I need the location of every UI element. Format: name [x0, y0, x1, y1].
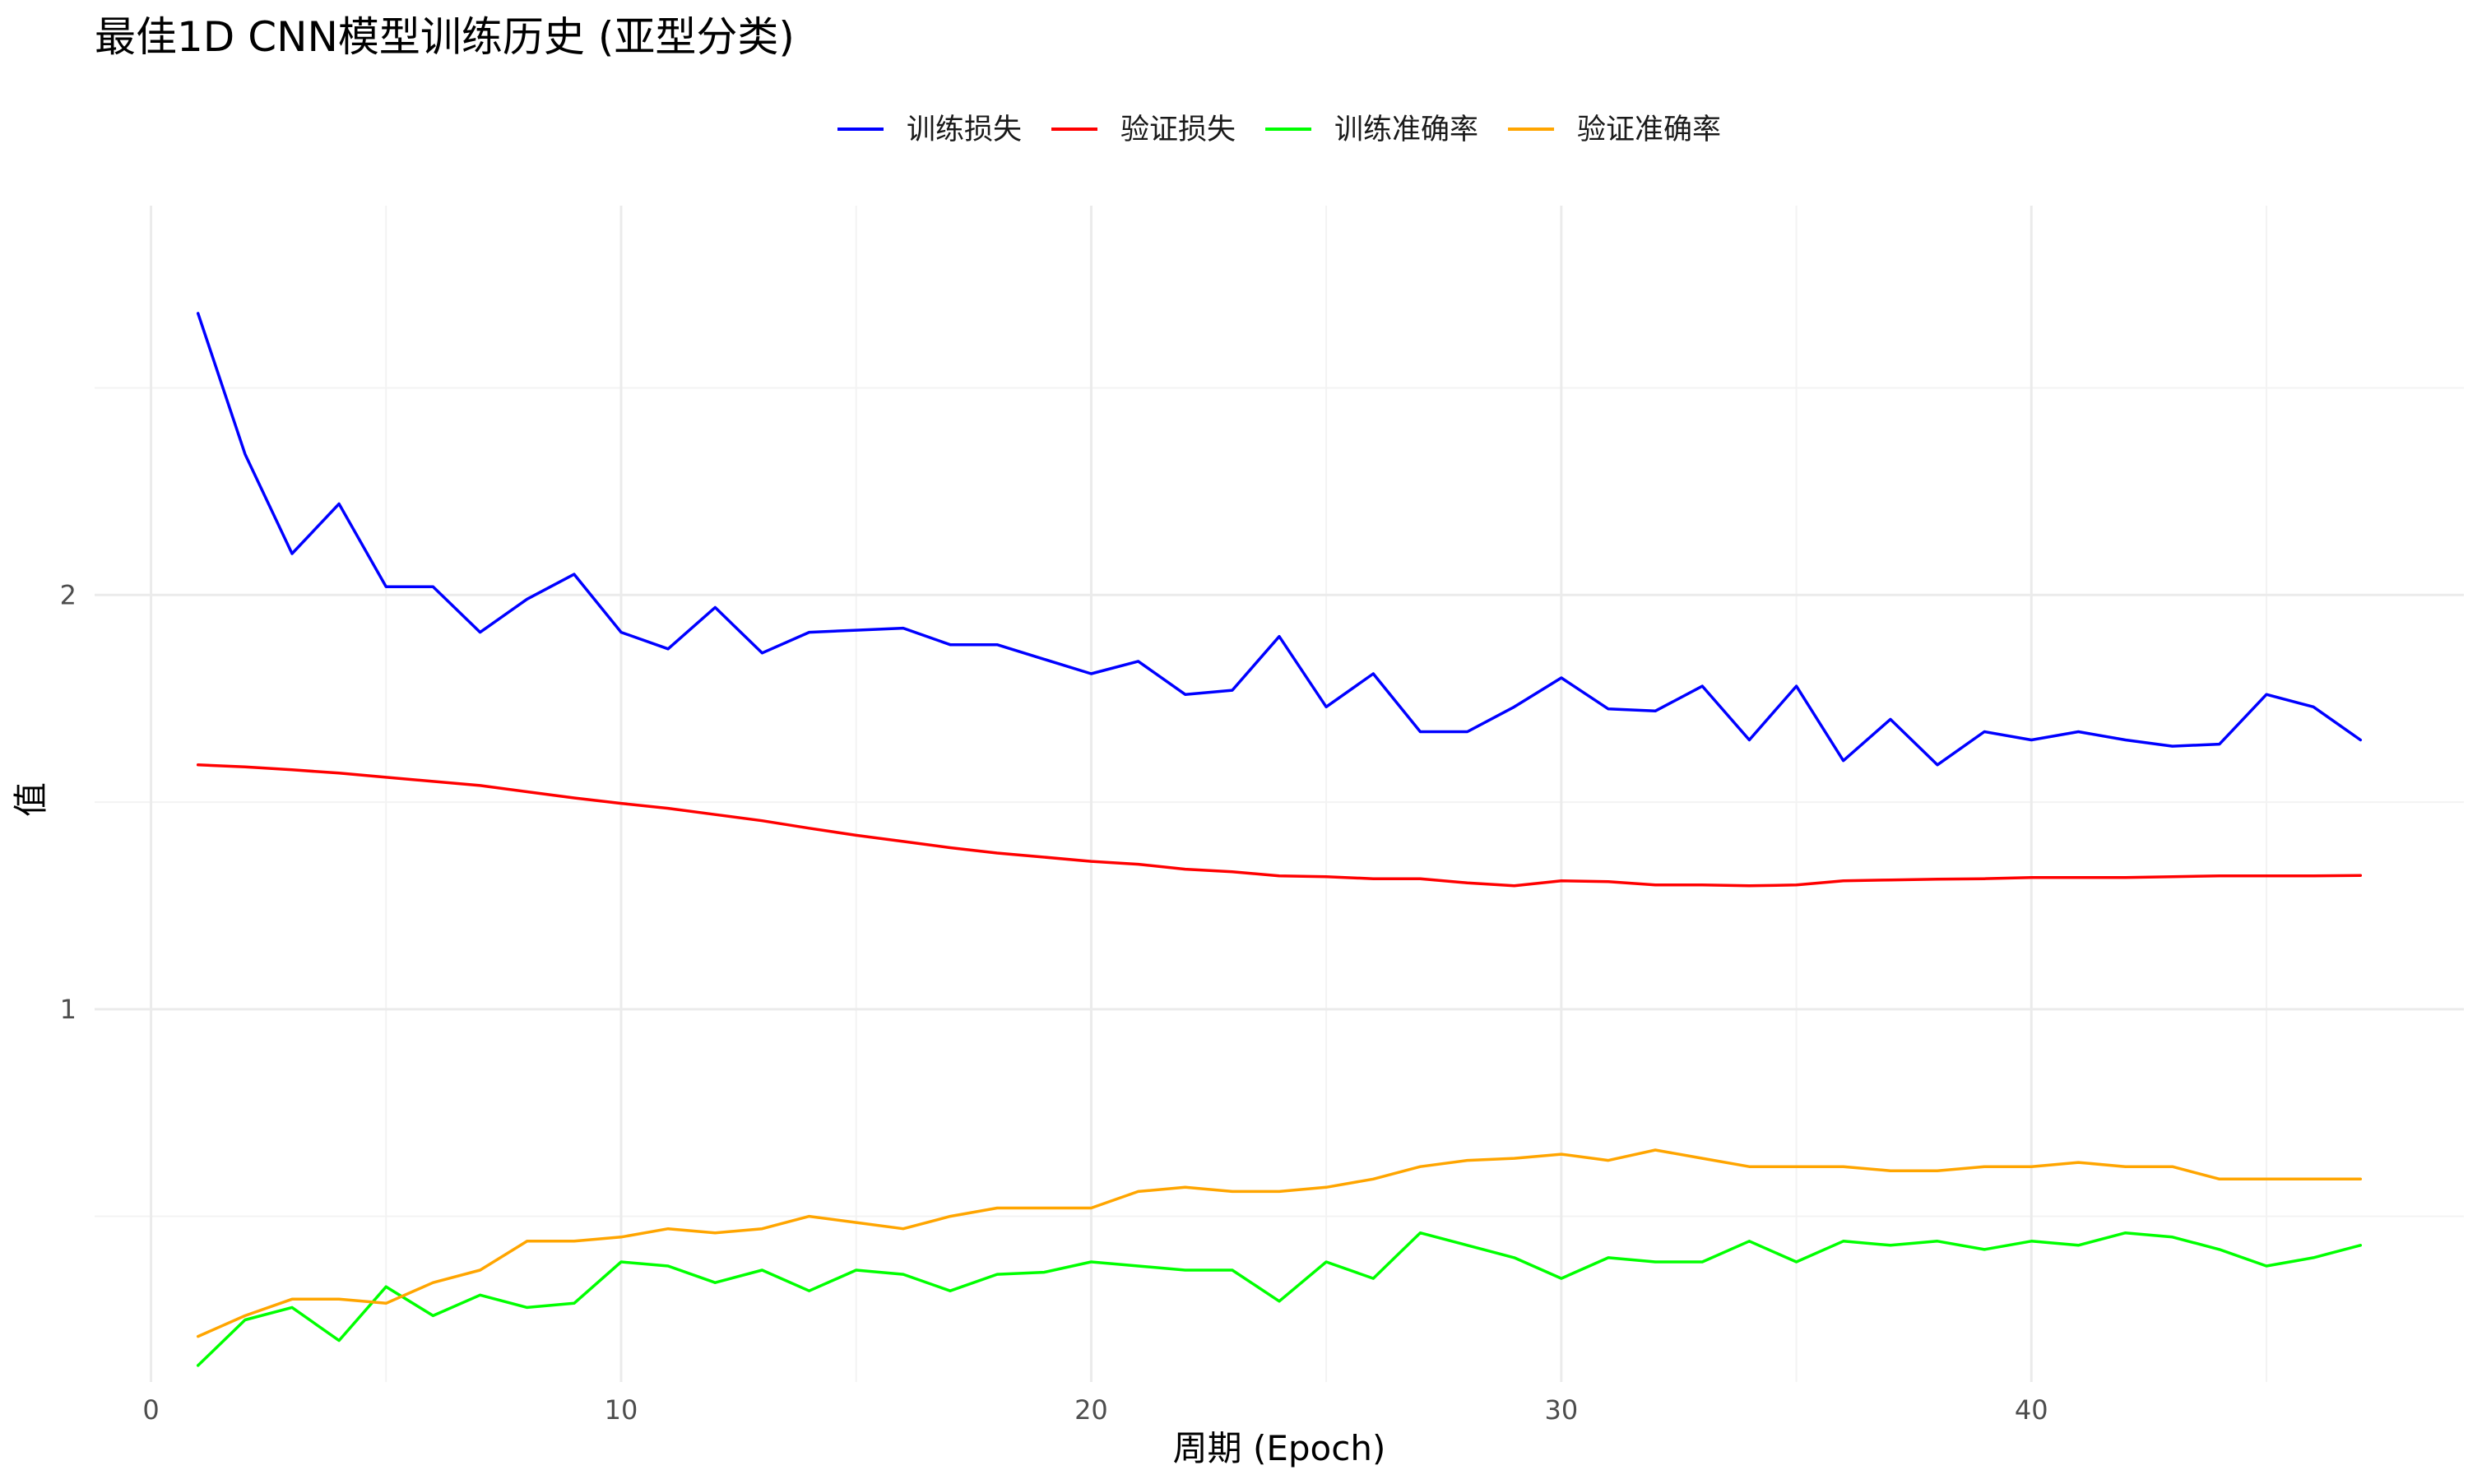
series-line-1: [196, 312, 2363, 767]
grid: [95, 206, 2464, 1382]
x-axis-ticks: 0 10 20 30 40: [142, 1394, 2048, 1426]
series-layer: [196, 312, 2363, 1367]
legend-label: 验证准确率: [1577, 114, 1721, 146]
x-tick-label: 30: [1544, 1394, 1578, 1426]
legend-label: 验证损失: [1120, 114, 1236, 146]
x-axis-title: 周期 (Epoch): [1173, 1428, 1386, 1468]
x-tick-label: 0: [142, 1394, 159, 1426]
series-line-4: [196, 1148, 2363, 1338]
legend: 训练损失 验证损失 训练准确率 验证准确率: [837, 114, 1721, 146]
x-tick-label: 10: [605, 1394, 638, 1426]
chart-title: 最佳1D CNN模型训练历史 (亚型分类): [95, 13, 795, 61]
y-axis-title: 值: [11, 782, 51, 817]
y-axis-ticks: 12: [60, 579, 77, 1025]
legend-label: 训练损失: [907, 114, 1022, 146]
y-tick-label: 2: [60, 579, 77, 610]
y-tick-label: 1: [60, 994, 77, 1025]
x-tick-label: 20: [1074, 1394, 1108, 1426]
x-tick-label: 40: [2015, 1394, 2048, 1426]
legend-label: 训练准确率: [1334, 114, 1478, 146]
series-line-3: [196, 1231, 2363, 1367]
series-line-2: [196, 763, 2363, 888]
